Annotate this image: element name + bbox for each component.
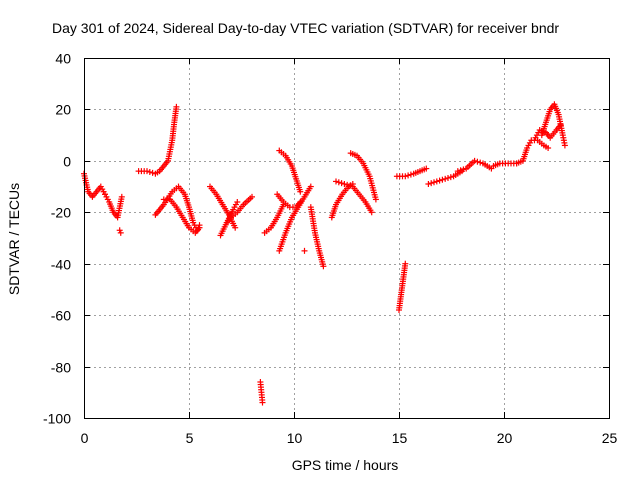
data-point-marker [372, 196, 379, 203]
y-tick-label: -40 [51, 257, 71, 273]
data-point-marker [333, 178, 339, 185]
data-point-marker [301, 247, 308, 254]
data-point-marker [423, 165, 430, 172]
data-point-marker [173, 103, 180, 110]
data-point-marker [232, 224, 239, 231]
data-point-marker [474, 158, 481, 165]
data-point-marker [407, 171, 414, 178]
y-axis-label: SDTVAR / TECUs [6, 183, 22, 295]
data-point-marker [405, 172, 412, 179]
data-point-marker [442, 175, 449, 182]
data-point-marker [297, 188, 304, 195]
data-point-marker [454, 168, 461, 175]
data-point-marker [368, 209, 375, 216]
chart-title: Day 301 of 2024, Sidereal Day-to-day VTE… [52, 20, 559, 36]
data-point-marker [320, 263, 327, 270]
data-point-marker [460, 166, 467, 173]
x-tick-label: 20 [497, 430, 513, 446]
data-point-marker [433, 178, 440, 185]
x-axis-ticks: 0 5 10 15 20 25 [81, 58, 618, 446]
data-point-marker [425, 181, 432, 187]
data-point-marker [259, 399, 266, 406]
data-point-marker [341, 181, 348, 187]
y-tick-label: 0 [63, 154, 71, 170]
y-tick-label: -60 [51, 308, 71, 324]
data-point-marker [457, 167, 464, 174]
data-point-marker [335, 179, 342, 186]
y-axis-ticks: -100 -80 -60 -40 -20 0 20 40 [43, 51, 609, 427]
x-tick-label: 0 [81, 430, 89, 446]
x-axis-label: GPS time / hours [292, 457, 399, 473]
data-point-marker [118, 193, 125, 200]
grid-lines [84, 58, 609, 418]
data-point-marker [344, 181, 351, 188]
x-tick-label: 25 [602, 430, 618, 446]
data-point-marker [249, 193, 255, 200]
data-point-marker [146, 169, 153, 175]
data-point-marker [144, 168, 150, 175]
data-point-marker [545, 145, 552, 151]
data-point-marker [307, 183, 314, 190]
data-point-marker [439, 176, 446, 183]
y-tick-label: -100 [43, 411, 71, 427]
data-point-marker [431, 179, 437, 186]
data-point-marker [402, 260, 409, 267]
x-tick-label: 10 [287, 430, 303, 446]
data-point-marker [447, 174, 454, 181]
y-tick-label: -20 [51, 205, 71, 221]
data-point-marker [436, 177, 443, 184]
data-point-marker [561, 142, 568, 149]
data-point-marker [402, 173, 409, 180]
data-point-marker [234, 199, 241, 205]
plot-frame [84, 58, 610, 419]
x-tick-label: 5 [186, 430, 194, 446]
data-point-marker [428, 180, 435, 187]
data-point-marker [471, 157, 478, 164]
x-tick-label: 15 [392, 430, 408, 446]
data-point-marker [196, 224, 203, 231]
data-point-marker [347, 182, 353, 189]
data-point-marker [338, 180, 345, 187]
y-tick-label: 20 [55, 102, 71, 118]
data-point-marker [557, 121, 564, 128]
data-point-marker [445, 175, 451, 181]
data-point-marker [477, 159, 484, 166]
y-tick-label: -80 [51, 360, 71, 376]
y-tick-label: 40 [55, 51, 71, 67]
data-points [81, 101, 568, 406]
data-point-marker [117, 229, 124, 236]
